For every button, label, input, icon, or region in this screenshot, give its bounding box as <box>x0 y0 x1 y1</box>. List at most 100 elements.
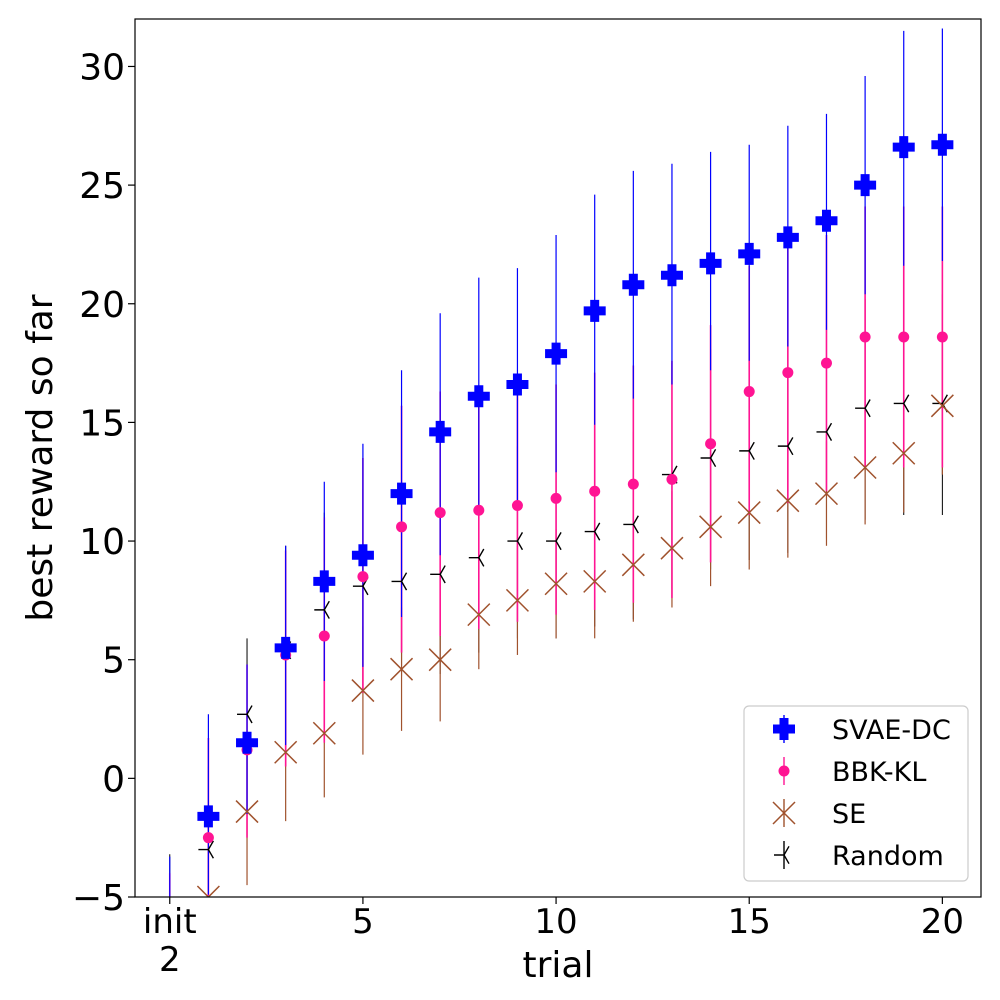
x-tick-label: 5 <box>352 902 374 942</box>
legend-label: BBK-KL <box>832 757 926 788</box>
y-tick-label: 20 <box>79 285 125 326</box>
data-point <box>930 394 954 418</box>
legend-box <box>743 705 969 882</box>
data-point <box>274 636 297 659</box>
legend-marker <box>773 718 795 740</box>
data-point <box>505 588 529 612</box>
data-point <box>705 438 717 450</box>
data-point <box>434 507 446 519</box>
data-point <box>666 473 678 485</box>
data-point <box>313 570 336 593</box>
data-point <box>589 485 601 497</box>
y-tick-label: 5 <box>102 641 125 682</box>
data-point <box>814 482 839 506</box>
data-point <box>196 885 220 897</box>
y-axis-label: best reward so far <box>20 294 61 621</box>
data-point <box>198 840 215 859</box>
data-point <box>892 136 915 159</box>
data-point <box>931 133 954 156</box>
data-point <box>467 385 490 408</box>
data-point <box>274 740 298 764</box>
data-point <box>743 386 755 398</box>
data-point <box>782 367 794 379</box>
data-point <box>898 331 910 343</box>
data-point <box>550 492 562 504</box>
data-point <box>391 572 408 591</box>
y-tick-label: 25 <box>79 166 125 207</box>
data-point <box>776 226 799 249</box>
data-point <box>660 264 683 287</box>
data-point <box>738 242 761 265</box>
data-point <box>236 731 259 754</box>
legend-marker <box>778 765 790 777</box>
data-point <box>855 399 871 418</box>
data-point <box>318 630 330 642</box>
legend-label: Random <box>832 841 944 872</box>
data-point <box>815 209 838 232</box>
data-point <box>202 832 214 844</box>
data-point <box>583 299 606 322</box>
data-point <box>892 441 916 465</box>
data-point <box>351 544 374 567</box>
x-tick-label: 10 <box>534 902 577 942</box>
data-point <box>936 331 948 343</box>
data-point <box>700 448 717 468</box>
data-point <box>396 521 408 533</box>
data-point <box>235 800 259 824</box>
legend-marker <box>772 801 796 825</box>
data-point <box>314 600 330 619</box>
data-point <box>468 548 485 567</box>
data-point <box>859 331 871 343</box>
axis-ticks <box>128 65 943 904</box>
data-point <box>627 478 639 490</box>
data-point <box>777 437 794 456</box>
data-point <box>237 705 253 724</box>
data-point <box>699 252 722 275</box>
data-point <box>507 532 524 551</box>
series-layer <box>168 28 954 897</box>
legend: SVAE-DC BBK-KL SE Random <box>743 705 969 882</box>
data-point <box>545 342 568 365</box>
data-point <box>429 420 452 443</box>
y-tick-label: 15 <box>79 403 125 444</box>
y-tick-label: −5 <box>72 878 125 919</box>
data-point <box>820 357 832 369</box>
data-point <box>584 522 601 541</box>
data-point <box>430 565 446 584</box>
data-point <box>737 501 761 525</box>
data-point <box>854 174 877 197</box>
legend-label: SVAE-DC <box>832 715 951 746</box>
y-tick-label: 30 <box>79 47 125 88</box>
data-point <box>390 482 413 505</box>
data-point <box>467 603 491 627</box>
data-point <box>816 422 833 441</box>
data-point <box>390 657 414 681</box>
data-point <box>312 721 336 745</box>
data-point <box>623 515 639 534</box>
x-tick-label-line2: 2 <box>159 940 181 980</box>
data-point <box>357 571 369 583</box>
data-point <box>351 679 375 703</box>
markers-se <box>196 394 954 897</box>
data-point <box>544 572 568 596</box>
data-point <box>853 455 877 480</box>
data-point <box>893 394 910 413</box>
data-point <box>660 536 684 560</box>
data-point <box>473 504 485 516</box>
data-point <box>622 273 645 296</box>
data-point <box>621 553 645 577</box>
data-point <box>197 805 220 828</box>
x-tick-label: 15 <box>728 902 771 942</box>
x-axis-label: trial <box>523 945 594 986</box>
data-point <box>583 569 607 593</box>
y-tick-label: 10 <box>79 522 125 563</box>
data-point <box>776 489 800 513</box>
legend-marker <box>774 845 790 865</box>
x-tick-label: init <box>143 902 197 942</box>
data-point <box>699 515 723 539</box>
data-point <box>428 648 452 672</box>
x-tick-label: 20 <box>921 902 964 942</box>
data-point <box>506 373 529 396</box>
